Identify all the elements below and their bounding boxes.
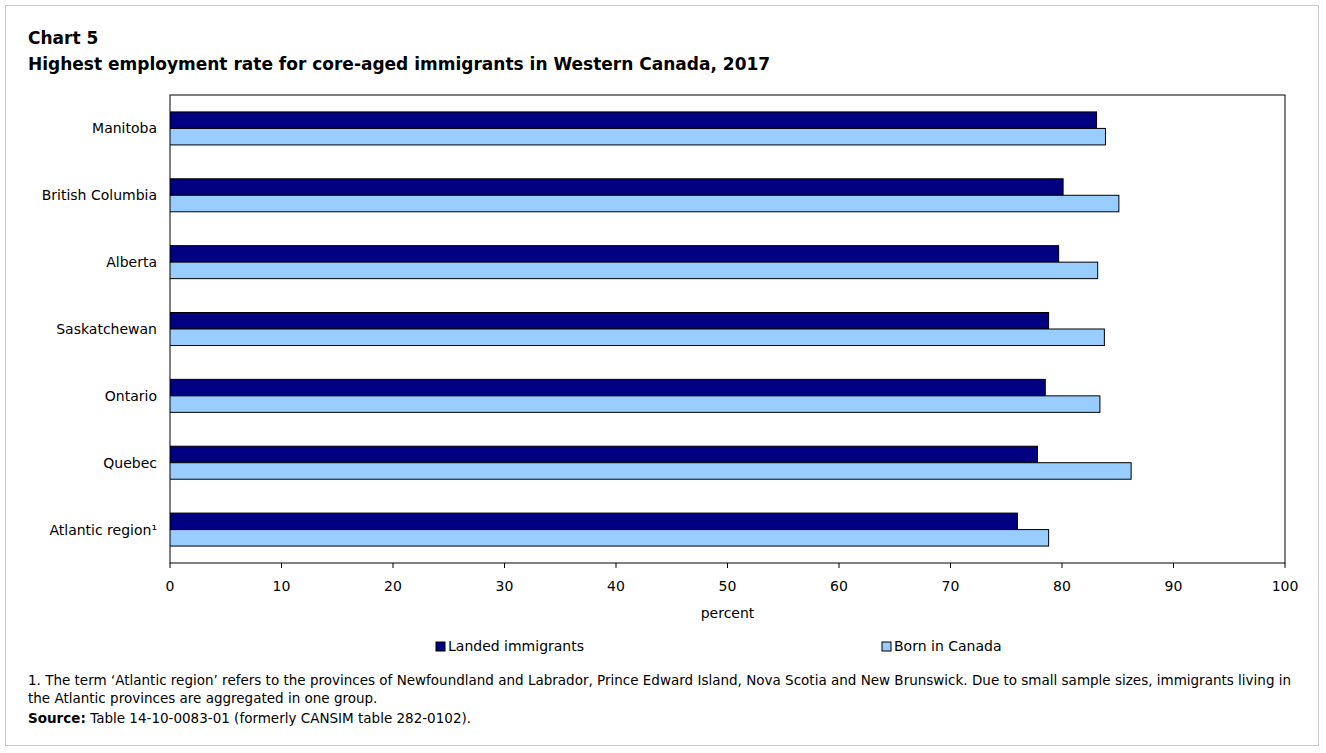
- category-label: Quebec: [103, 455, 157, 471]
- x-tick-label: 40: [607, 578, 625, 594]
- bar: [170, 246, 1059, 263]
- x-axis-label: percent: [701, 605, 755, 621]
- category-label: Saskatchewan: [56, 321, 157, 337]
- x-tick-label: 90: [1165, 578, 1183, 594]
- x-tick: [1173, 563, 1174, 568]
- x-tick: [727, 563, 728, 568]
- source: Source: Table 14-10-0083-01 (formerly CA…: [28, 709, 1303, 727]
- bar: [170, 396, 1100, 413]
- x-tick-label: 100: [1272, 578, 1299, 594]
- x-tick: [504, 563, 505, 568]
- bar: [170, 530, 1049, 547]
- bars: [170, 112, 1131, 546]
- x-tick-label: 70: [942, 578, 960, 594]
- x-tick: [616, 563, 617, 568]
- bar: [170, 179, 1063, 196]
- category-label: Ontario: [105, 388, 157, 404]
- legend-swatch: [436, 642, 445, 651]
- x-tick-label: 80: [1053, 578, 1071, 594]
- source-label: Source:: [28, 710, 86, 726]
- bar: [170, 329, 1104, 346]
- bar: [170, 313, 1049, 330]
- legend-label: Landed immigrants: [448, 638, 584, 654]
- bar: [170, 262, 1098, 279]
- x-tick: [393, 563, 394, 568]
- source-text: Table 14-10-0083-01 (formerly CANSIM tab…: [90, 710, 471, 726]
- category-label: Atlantic region¹: [49, 522, 157, 538]
- x-tick-label: 0: [166, 578, 175, 594]
- x-tick: [1285, 563, 1286, 568]
- bar: [170, 513, 1017, 530]
- x-tick-label: 60: [830, 578, 848, 594]
- x-tick-label: 10: [273, 578, 291, 594]
- chart: Chart 5 Highest employment rate for core-…: [0, 0, 1326, 753]
- chart-subtitle: Highest employment rate for core-aged im…: [28, 54, 770, 74]
- category-label: British Columbia: [42, 187, 157, 203]
- bar: [170, 463, 1131, 480]
- plot-frame: [170, 95, 1285, 563]
- bar: [170, 195, 1119, 212]
- category-label: Alberta: [106, 254, 157, 270]
- chart-title: Chart 5: [28, 28, 98, 48]
- x-tick: [839, 563, 840, 568]
- bar: [170, 379, 1045, 396]
- x-tick: [281, 563, 282, 568]
- footnote: 1. The term ‘Atlantic region’ refers to …: [28, 671, 1303, 707]
- x-tick: [950, 563, 951, 568]
- x-tick-label: 30: [496, 578, 514, 594]
- x-tick: [1062, 563, 1063, 568]
- bar: [170, 446, 1037, 463]
- bar: [170, 112, 1097, 129]
- x-tick-label: 50: [719, 578, 737, 594]
- legend-label: Born in Canada: [894, 638, 1002, 654]
- category-label: Manitoba: [92, 120, 157, 136]
- x-tick-label: 20: [384, 578, 402, 594]
- bar: [170, 128, 1105, 145]
- x-tick: [170, 563, 171, 568]
- legend-swatch: [882, 642, 891, 651]
